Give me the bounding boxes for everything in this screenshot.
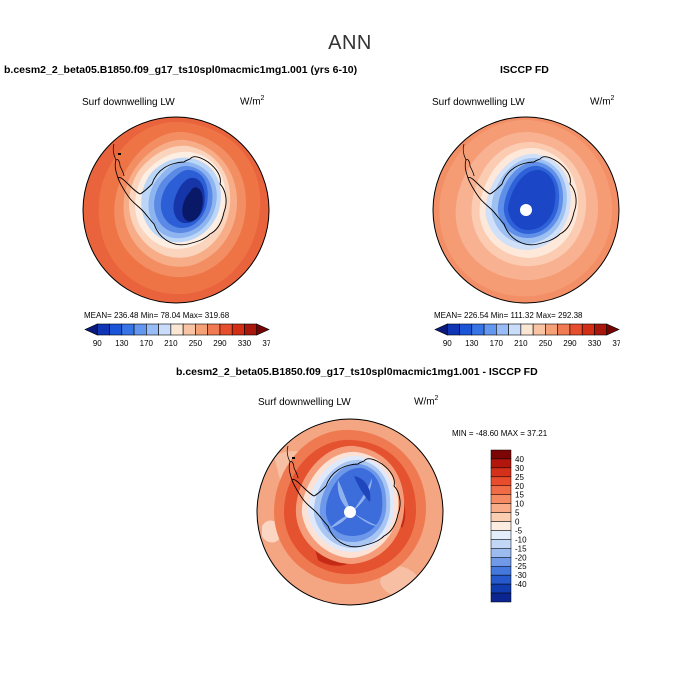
model-colorbar-swatch: [158, 323, 172, 336]
model-colorbar-tick-label: 210: [164, 339, 178, 348]
obs-colorbar-tick-label: 370: [612, 339, 620, 348]
model-colorbar-tick-label: 170: [140, 339, 154, 348]
diff-colorbar-swatch: [490, 548, 512, 558]
model-variable-label: Surf downwelling LW: [82, 97, 175, 108]
diff-colorbar-tick-label: 25: [515, 473, 524, 482]
diff-colorbar-tick-label: 40: [515, 455, 524, 464]
diff-colorbar-tick-label: -5: [515, 526, 523, 535]
model-colorbar-swatch: [244, 323, 258, 336]
diff-variable-label: Surf downwelling LW: [258, 397, 351, 408]
obs-colorbar-tick-label: 330: [588, 339, 602, 348]
model-colorbar-tick-label: 290: [213, 339, 227, 348]
obs-colorbar-swatch: [434, 323, 448, 336]
diff-colorbar-swatch: [490, 557, 512, 567]
diff-colorbar-tick-label: 0: [515, 518, 520, 527]
model-colorbar-swatch: [146, 323, 159, 336]
diff-colorbar-swatch: [490, 583, 512, 594]
obs-panel-title: ISCCP FD: [500, 64, 549, 76]
obs-colorbar-tick-label: 170: [490, 339, 504, 348]
model-colorbar-swatch: [182, 323, 196, 336]
model-colorbar-swatch: [109, 323, 123, 336]
model-panel-title: b.cesm2_2_beta05.B1850.f09_g17_ts10spl0m…: [4, 64, 358, 76]
model-colorbar-swatch: [121, 323, 135, 336]
diff-colorbar-swatch: [490, 503, 512, 513]
diff-colorbar-swatch: [490, 512, 512, 522]
model-colorbar-tick-label: 130: [115, 339, 129, 348]
diff-polar-map: [256, 418, 444, 606]
diff-colorbar-swatch: [490, 574, 512, 585]
diff-stats: MIN = -48.60 MAX = 37.21: [452, 429, 548, 438]
obs-colorbar-tick-label: 130: [465, 339, 479, 348]
obs-colorbar-tick-label: 250: [539, 339, 553, 348]
model-colorbar-tick-label: 250: [189, 339, 203, 348]
model-colorbar-swatch: [84, 323, 98, 336]
model-colorbar-swatch: [170, 323, 184, 336]
model-units-label: W/m2: [240, 95, 265, 108]
diff-colorbar-tick-label: 5: [515, 509, 520, 518]
obs-colorbar-swatch: [446, 323, 460, 336]
obs-colorbar-swatch: [496, 323, 509, 336]
model-polar-map: [82, 116, 270, 304]
model-colorbar-tick-label: 330: [238, 339, 252, 348]
obs-colorbar-swatch: [545, 323, 558, 336]
diff-colorbar-swatch: [490, 494, 512, 504]
obs-colorbar-tick-label: 90: [443, 339, 452, 348]
obs-colorbar-swatch: [557, 323, 571, 336]
obs-colorbar-swatch: [459, 323, 473, 336]
model-colorbar-swatch: [231, 323, 245, 336]
obs-colorbar-swatch: [532, 323, 546, 336]
diff-colorbar-tick-label: 30: [515, 464, 524, 473]
diff-colorbar-swatch: [490, 565, 512, 576]
obs-colorbar-tick-label: 290: [563, 339, 577, 348]
obs-colorbar-swatch: [508, 323, 522, 336]
diff-units-label: W/m2: [414, 395, 439, 408]
obs-colorbar-swatch: [594, 323, 608, 336]
diff-colorbar-tick-label: -10: [515, 535, 527, 544]
obs-polar-map: [432, 116, 620, 304]
obs-variable-label: Surf downwelling LW: [432, 97, 525, 108]
model-colorbar: 90 130 170 210 250 290 330 370: [84, 323, 270, 348]
diff-colorbar-tick-label: 20: [515, 482, 524, 491]
model-colorbar-swatch: [133, 323, 147, 336]
model-colorbar-swatch: [207, 323, 221, 336]
obs-colorbar-swatch: [520, 323, 534, 336]
obs-colorbar-swatch: [569, 323, 583, 336]
model-colorbar-swatch: [195, 323, 208, 336]
obs-units-label: W/m2: [590, 95, 615, 108]
model-stats: MEAN= 236.48 Min= 78.04 Max= 319.68: [84, 311, 230, 320]
diff-colorbar-tick-label: -15: [515, 544, 527, 553]
diff-colorbar-tick-label: -20: [515, 553, 527, 562]
obs-colorbar-tick-label: 210: [514, 339, 528, 348]
diff-colorbar-tick-label: 15: [515, 491, 524, 500]
diff-colorbar-tick-label: 10: [515, 500, 524, 509]
diff-colorbar-swatch: [490, 449, 512, 460]
season-title: ANN: [328, 32, 372, 54]
model-colorbar-swatch: [256, 323, 270, 336]
diff-colorbar-swatch: [490, 467, 512, 478]
model-colorbar-tick-label: 90: [93, 339, 102, 348]
diff-panel-title: b.cesm2_2_beta05.B1850.f09_g17_ts10spl0m…: [176, 366, 538, 378]
model-colorbar-swatch: [96, 323, 110, 336]
diff-colorbar-swatch: [490, 592, 512, 603]
diff-colorbar-tick-label: -40: [515, 580, 527, 589]
obs-colorbar-swatch: [606, 323, 620, 336]
obs-colorbar-swatch: [581, 323, 595, 336]
diff-colorbar-swatch: [490, 485, 512, 495]
obs-colorbar-swatch: [471, 323, 485, 336]
diff-colorbar-swatch: [490, 521, 512, 531]
diff-colorbar-tick-label: -30: [515, 571, 527, 580]
obs-colorbar: 90 130 170 210 250 290 330 370: [434, 323, 620, 348]
diff-colorbar-swatch: [490, 476, 512, 487]
model-colorbar-tick-label: 370: [262, 339, 270, 348]
diff-colorbar-swatch: [490, 458, 512, 469]
diff-colorbar-swatch: [490, 530, 512, 540]
obs-colorbar-swatch: [483, 323, 497, 336]
diff-colorbar-tick-label: -25: [515, 562, 527, 571]
model-colorbar-swatch: [219, 323, 233, 336]
obs-stats: MEAN= 226.54 Min= 111.32 Max= 292.38: [434, 311, 583, 320]
diff-colorbar-swatch: [490, 539, 512, 549]
